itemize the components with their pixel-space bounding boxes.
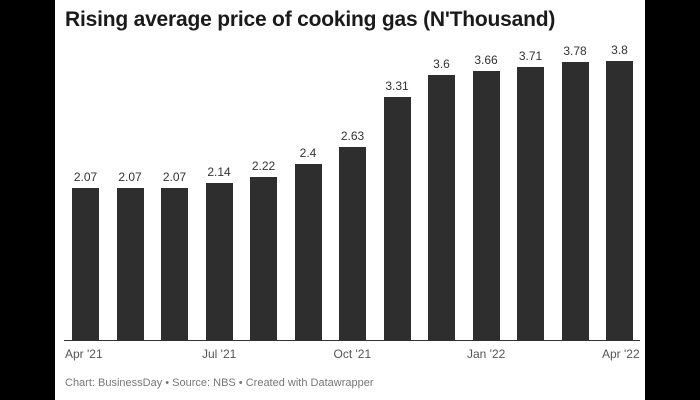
bar — [116, 187, 144, 340]
x-tick-label: Apr '21 — [65, 347, 103, 361]
bar-value-label: 2.07 — [118, 169, 142, 184]
bar-value-label: 2.22 — [251, 158, 276, 173]
x-tick-label: Oct '21 — [333, 347, 372, 361]
bar-value-label: 3.71 — [518, 49, 543, 64]
bar — [72, 187, 99, 340]
x-axis-baseline — [64, 340, 640, 341]
bar-value-label: 3.78 — [563, 44, 587, 59]
bar-value-label: 3.31 — [385, 78, 409, 93]
bar — [472, 70, 500, 340]
bar-value-label: 2.14 — [207, 164, 231, 179]
bar — [606, 60, 633, 340]
x-tick-label: Jan '22 — [467, 347, 506, 361]
chart-panel: Rising average price of cooking gas (N'T… — [55, 0, 645, 400]
bar — [205, 182, 233, 340]
bar — [250, 176, 277, 340]
bar — [294, 163, 322, 340]
bar — [383, 96, 411, 340]
bar-value-label: 2.07 — [73, 169, 98, 184]
bar — [339, 146, 366, 340]
bar — [428, 75, 455, 340]
chart-footer: Chart: BusinessDay • Source: NBS • Creat… — [65, 377, 374, 389]
x-tick-label: Jul '21 — [202, 347, 237, 361]
chart-title: Rising average price of cooking gas (N'T… — [65, 8, 556, 31]
bar-value-label: 2.07 — [162, 169, 187, 184]
bar — [561, 62, 589, 340]
plot-area: 2.07 2.07 2.07 2.14 2.22 2.4 2.63 3.31 3.6 3.66 3.… — [55, 0, 645, 400]
bar — [161, 187, 188, 340]
x-tick-label: Apr '22 — [602, 347, 640, 361]
bar — [517, 67, 544, 340]
bar-value-label: 2.63 — [340, 128, 365, 143]
bar-value-label: 3.6 — [433, 57, 450, 72]
bar-value-label: 2.4 — [299, 145, 317, 160]
bar-value-label: 3.66 — [474, 52, 498, 67]
bar-value-label: 3.8 — [611, 42, 628, 57]
